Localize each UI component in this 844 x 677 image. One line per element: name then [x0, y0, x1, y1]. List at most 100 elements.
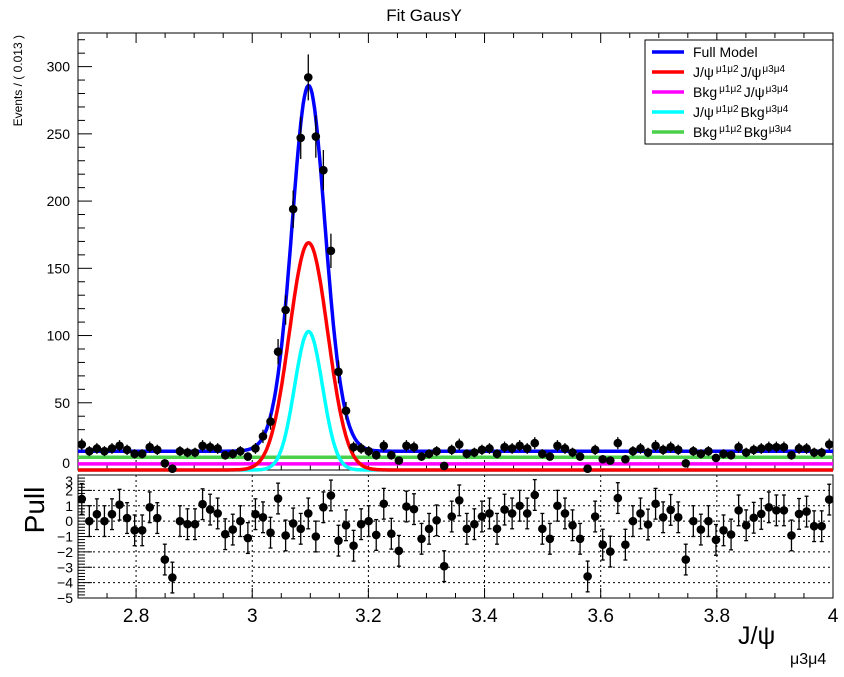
pull-point [137, 514, 147, 547]
data-marker [77, 440, 87, 449]
data-point [590, 444, 600, 456]
data-point [696, 449, 706, 459]
pull-point [545, 522, 555, 555]
pull-marker [228, 525, 238, 534]
pull-marker [137, 526, 147, 535]
pull-marker [175, 516, 185, 526]
pull-point [605, 535, 615, 568]
pull-marker [477, 512, 487, 521]
data-point [515, 440, 524, 452]
pull-point [243, 522, 253, 555]
pull-point [334, 524, 343, 557]
data-marker [530, 438, 540, 448]
pull-marker [432, 516, 441, 525]
pull-marker [251, 509, 260, 519]
pull-marker [258, 512, 268, 522]
pull-marker [439, 561, 449, 571]
data-marker [175, 446, 185, 456]
pull-marker [85, 516, 94, 526]
pull-marker [772, 506, 781, 515]
pull-point [160, 543, 170, 576]
data-marker [417, 452, 426, 461]
data-point [288, 190, 298, 228]
pull-marker [303, 509, 313, 518]
data-point [296, 116, 306, 160]
data-marker [477, 445, 487, 455]
pull-marker [236, 516, 245, 526]
pull-point [477, 500, 487, 533]
pull-point [719, 514, 728, 547]
data-marker [764, 442, 774, 452]
pull-point [681, 543, 691, 576]
data-point [794, 443, 804, 454]
data-point [477, 444, 487, 456]
pull-marker [583, 572, 592, 581]
pull-point [673, 501, 683, 534]
data-marker [243, 452, 253, 461]
pull-marker [734, 506, 743, 515]
pull-point [689, 505, 698, 538]
pull-marker [387, 529, 396, 539]
pull-tick-label: 2 [65, 482, 73, 498]
data-marker [251, 444, 260, 453]
pull-point [568, 509, 577, 542]
pull-marker [522, 509, 532, 518]
data-point [326, 233, 336, 268]
data-point [598, 454, 608, 464]
x-tick-label: 3 [247, 606, 258, 627]
pull-point [696, 513, 706, 546]
pull-point [356, 508, 366, 541]
pull-point [492, 512, 502, 545]
pull-axis-label: Pull [19, 487, 50, 534]
chart-title: Fit GausY [386, 6, 462, 25]
data-marker [500, 442, 509, 452]
pull-point [756, 497, 766, 530]
pull-point [183, 508, 192, 541]
pull-point [402, 490, 411, 523]
pull-point [462, 512, 472, 545]
data-marker [130, 449, 139, 459]
data-point [394, 456, 404, 465]
pull-marker [809, 521, 819, 531]
data-marker [704, 446, 713, 456]
data-marker [454, 440, 464, 449]
pull-point [764, 491, 774, 524]
pull-point [273, 482, 283, 515]
data-marker [205, 442, 215, 452]
pull-marker [349, 541, 358, 551]
pull-point [387, 517, 396, 550]
data-marker [651, 441, 660, 451]
data-point [213, 443, 222, 454]
pull-point [741, 509, 751, 542]
pull-point [658, 501, 668, 534]
pull-marker [764, 502, 774, 512]
data-marker [122, 445, 132, 455]
data-point [613, 437, 623, 450]
data-point [673, 444, 683, 456]
data-marker [281, 305, 290, 315]
data-point [251, 443, 260, 454]
pull-point [522, 497, 532, 530]
pull-point [168, 561, 177, 594]
data-point [243, 452, 253, 461]
data-marker [85, 446, 94, 456]
data-marker [296, 133, 306, 143]
data-marker [258, 432, 268, 441]
data-point [636, 443, 645, 454]
data-point [462, 449, 472, 459]
data-marker [152, 445, 162, 455]
pull-point [100, 505, 109, 538]
data-point [85, 446, 94, 457]
pull-point [341, 509, 351, 542]
data-point [522, 443, 532, 454]
pull-point [621, 528, 630, 561]
data-marker [492, 449, 502, 459]
data-point [545, 452, 555, 461]
pull-marker [190, 519, 200, 529]
data-point [402, 440, 411, 452]
pull-point [319, 491, 328, 524]
pull-point [636, 497, 645, 530]
data-point [205, 441, 215, 453]
data-marker [772, 442, 781, 452]
